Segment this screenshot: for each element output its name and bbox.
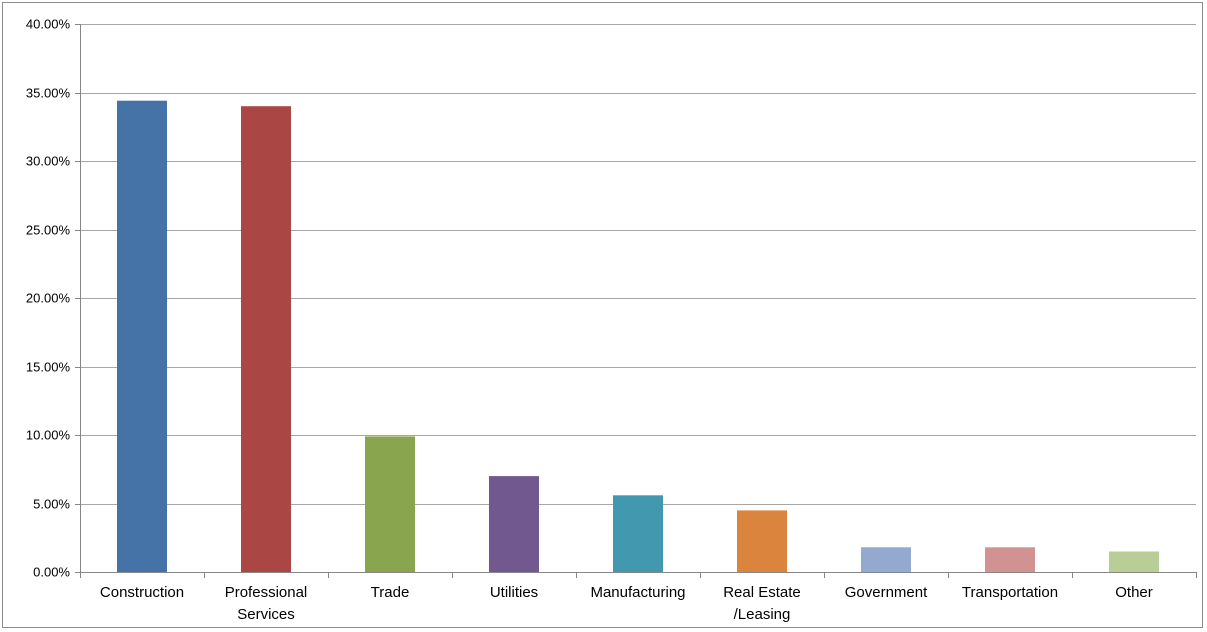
bar [861, 547, 911, 572]
y-tick-label: 15.00% [26, 360, 71, 375]
y-tick-labels: 0.00% 5.00% 10.00% 15.00% 20.00% 25.00% 30.00%… [26, 17, 71, 580]
bar [489, 476, 539, 572]
x-tick-label: Government [845, 584, 928, 601]
y-tick-label: 20.00% [26, 291, 71, 306]
y-tick-label: 0.00% [33, 565, 70, 580]
x-tick-label: Other [1115, 584, 1153, 601]
x-tick-label: Utilities [490, 584, 538, 601]
y-tick-label: 5.00% [33, 497, 70, 512]
y-tick-label: 30.00% [26, 154, 71, 169]
y-tick-label: 40.00% [26, 17, 71, 32]
x-tick-labels: Construction Professional Services Trade Uti… [100, 584, 1153, 623]
y-tick-label: 10.00% [26, 428, 71, 443]
x-tick-label: Real Estate/Leasing [723, 584, 801, 623]
bar [737, 510, 787, 572]
x-tick-label: Transportation [962, 584, 1058, 601]
bars [117, 100, 1159, 572]
x-tick-label: Construction [100, 584, 184, 601]
bar [365, 436, 415, 572]
y-tick-label: 35.00% [26, 86, 71, 101]
bar [985, 547, 1035, 572]
bar [241, 106, 291, 572]
x-tick-label: Manufacturing [590, 584, 685, 601]
axes [75, 24, 1197, 578]
x-tick-label: Trade [371, 584, 410, 601]
bar [613, 495, 663, 572]
x-tick-label: Professional Services [225, 584, 308, 623]
bar [1109, 551, 1159, 572]
bar [117, 100, 167, 572]
y-tick-label: 25.00% [26, 223, 71, 238]
